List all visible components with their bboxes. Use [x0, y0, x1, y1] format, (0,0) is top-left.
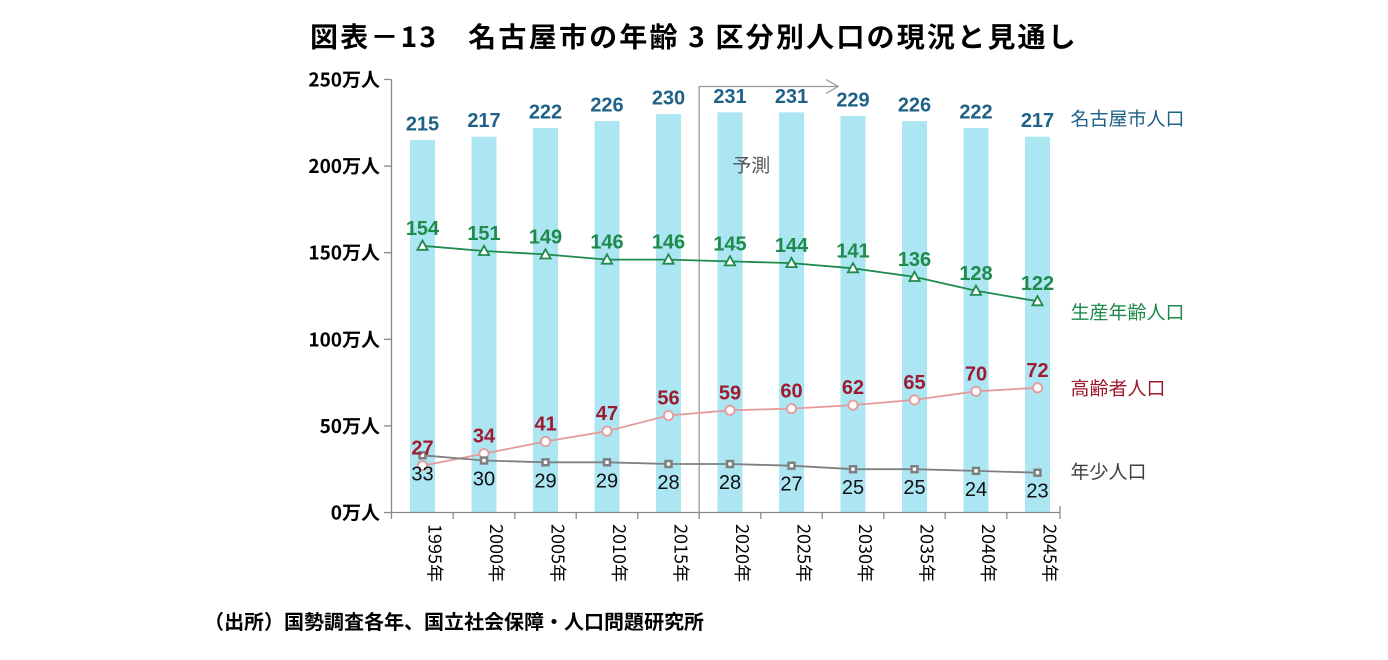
svg-text:2025年: 2025年 [792, 524, 818, 582]
svg-text:28: 28 [657, 472, 679, 494]
svg-text:30: 30 [473, 469, 495, 491]
svg-text:29: 29 [596, 470, 618, 492]
svg-text:56: 56 [657, 388, 679, 410]
svg-text:226: 226 [898, 95, 931, 117]
svg-text:136: 136 [898, 249, 931, 271]
svg-text:41: 41 [534, 414, 556, 436]
svg-text:2000年: 2000年 [484, 524, 510, 582]
svg-text:145: 145 [713, 233, 746, 255]
svg-text:230: 230 [652, 88, 685, 110]
svg-text:226: 226 [590, 95, 623, 117]
svg-text:72: 72 [1026, 360, 1048, 382]
svg-text:122: 122 [1021, 273, 1054, 295]
svg-text:2045年: 2045年 [1038, 524, 1064, 582]
svg-text:1995年: 1995年 [423, 524, 449, 582]
svg-text:59: 59 [719, 382, 741, 404]
svg-text:2030年: 2030年 [853, 524, 879, 582]
svg-text:2040年: 2040年 [976, 524, 1002, 582]
svg-text:2005年: 2005年 [546, 524, 572, 582]
svg-text:24: 24 [965, 479, 987, 501]
svg-text:141: 141 [836, 240, 869, 262]
svg-text:34: 34 [473, 426, 496, 448]
svg-text:128: 128 [959, 263, 992, 285]
svg-text:2015年: 2015年 [669, 524, 695, 582]
svg-text:65: 65 [903, 372, 925, 394]
svg-text:150万人: 150万人 [308, 239, 380, 266]
svg-text:名古屋市人口: 名古屋市人口 [1071, 105, 1185, 132]
svg-text:70: 70 [965, 363, 987, 385]
svg-text:149: 149 [529, 226, 562, 248]
svg-text:146: 146 [652, 232, 685, 254]
svg-text:222: 222 [959, 102, 992, 124]
svg-text:222: 222 [529, 102, 562, 124]
svg-text:250万人: 250万人 [308, 66, 380, 93]
svg-text:27: 27 [780, 474, 802, 496]
svg-text:年少人口: 年少人口 [1071, 458, 1147, 485]
svg-text:50万人: 50万人 [320, 412, 380, 439]
svg-text:151: 151 [467, 223, 500, 245]
svg-text:予測: 予測 [732, 151, 770, 178]
svg-text:231: 231 [775, 86, 808, 108]
svg-text:23: 23 [1026, 481, 1048, 503]
svg-text:217: 217 [467, 110, 500, 132]
svg-text:0万人: 0万人 [331, 499, 380, 526]
svg-text:25: 25 [842, 477, 864, 499]
svg-text:25: 25 [903, 477, 925, 499]
svg-text:2035年: 2035年 [915, 524, 941, 582]
svg-text:28: 28 [719, 472, 741, 494]
svg-text:144: 144 [775, 235, 809, 257]
svg-text:高齢者人口: 高齢者人口 [1071, 374, 1166, 401]
svg-text:47: 47 [596, 403, 618, 425]
svg-text:146: 146 [590, 232, 623, 254]
svg-text:200万人: 200万人 [308, 152, 380, 179]
svg-text:229: 229 [836, 89, 869, 111]
svg-text:215: 215 [406, 114, 439, 136]
svg-text:217: 217 [1021, 110, 1054, 132]
svg-text:60: 60 [780, 381, 802, 403]
svg-text:62: 62 [842, 377, 864, 399]
svg-text:33: 33 [411, 463, 433, 485]
svg-text:154: 154 [406, 218, 440, 240]
svg-text:生産年齢人口: 生産年齢人口 [1071, 298, 1185, 325]
svg-text:2020年: 2020年 [730, 524, 756, 582]
svg-text:29: 29 [534, 470, 556, 492]
svg-text:27: 27 [411, 438, 433, 460]
svg-text:231: 231 [713, 86, 746, 108]
svg-text:2010年: 2010年 [607, 524, 633, 582]
svg-text:100万人: 100万人 [308, 325, 380, 352]
